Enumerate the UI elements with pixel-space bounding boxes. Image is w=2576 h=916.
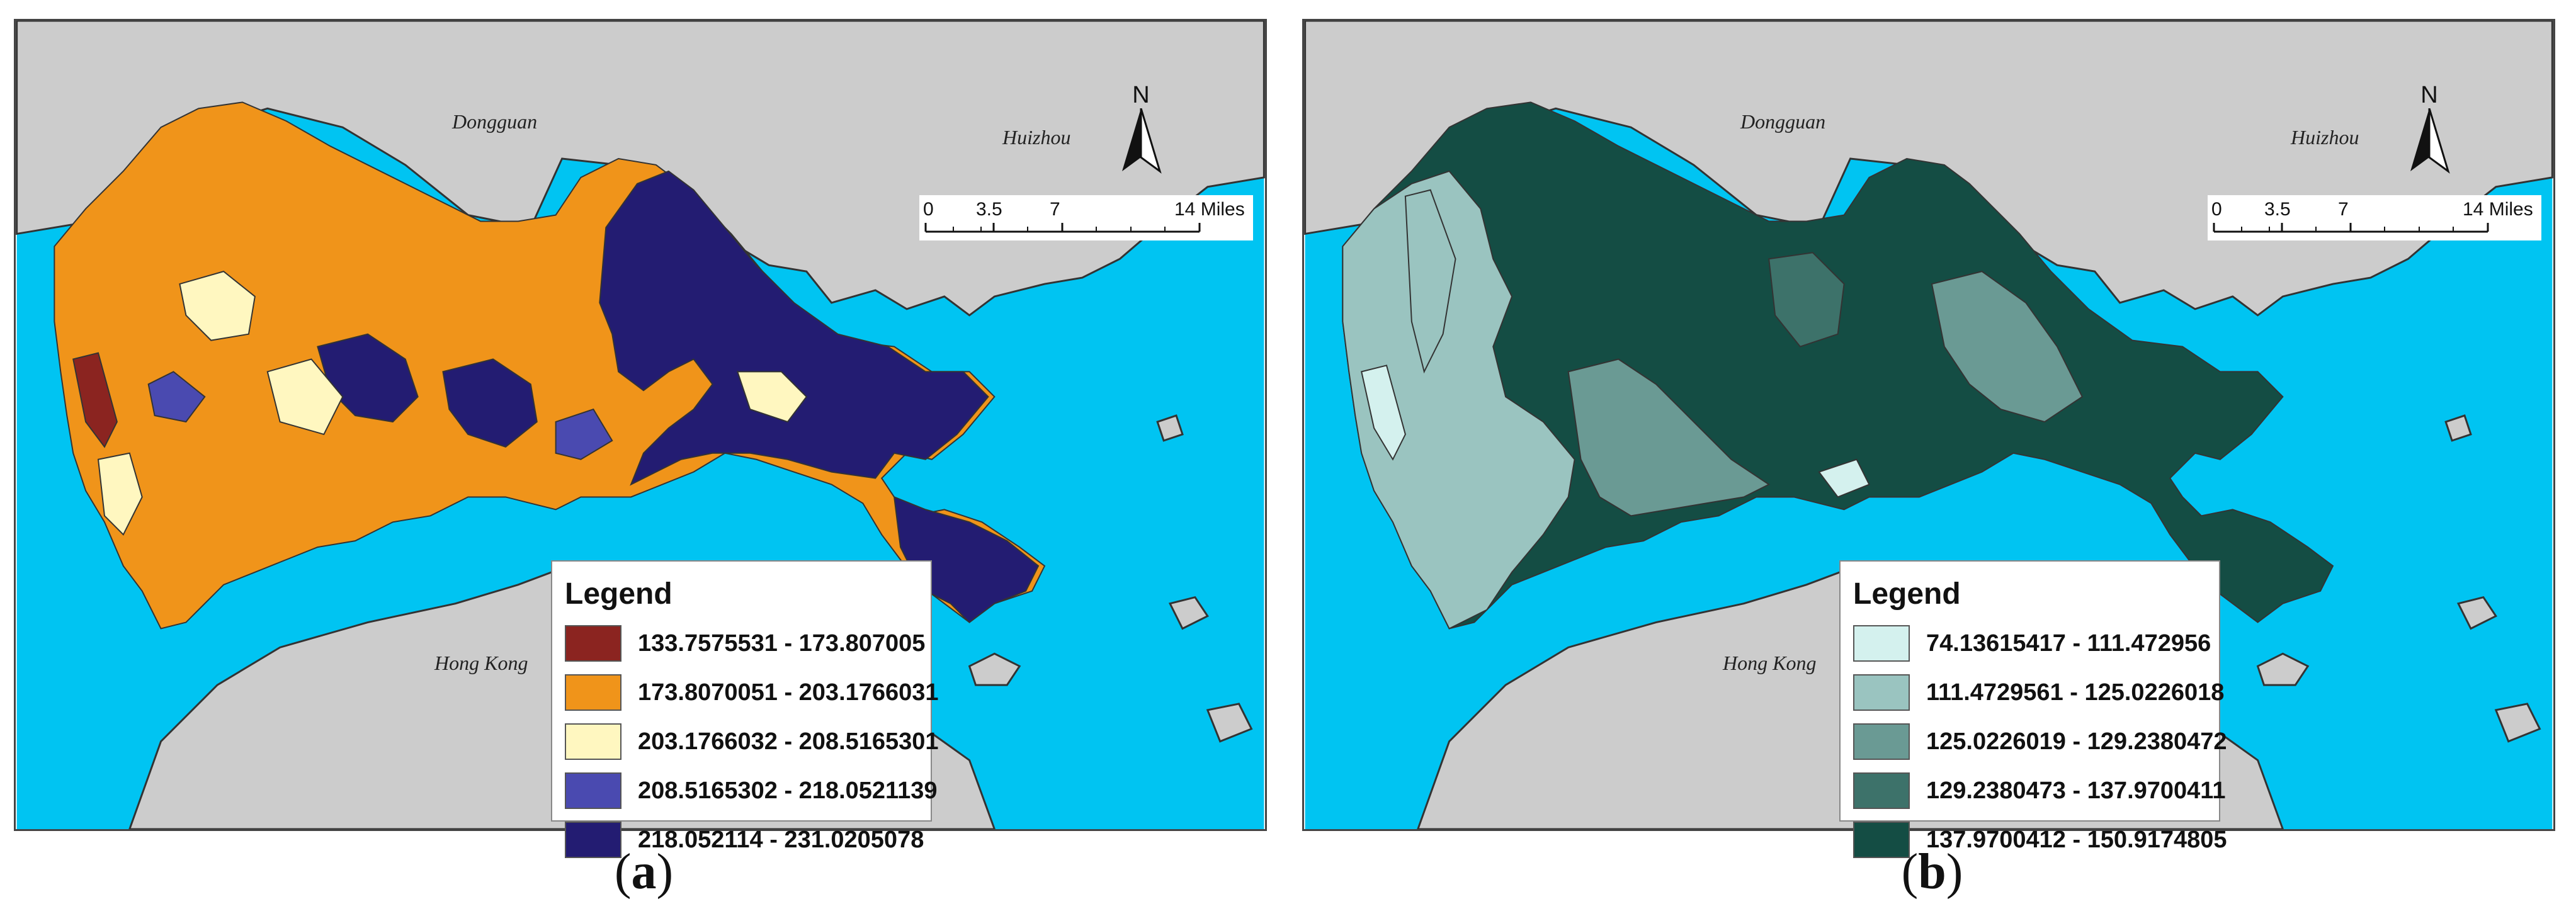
legend-label: 173.8070051 - 203.1766031 (638, 679, 939, 706)
legend-item: 111.4729561 - 125.0226018 (1853, 668, 2224, 717)
caption-letter: a (631, 844, 657, 900)
legend-label: 129.2380473 - 137.9700411 (1926, 777, 2226, 804)
north-arrow-icon (2410, 108, 2450, 174)
legend-item: 173.8070051 - 203.1766031 (565, 668, 939, 717)
scale-bar-ticks (924, 223, 1201, 233)
region-east-dark (599, 170, 989, 486)
region-coast (1361, 365, 1406, 461)
scale-bar-a: 0 3.5 7 14 Miles (919, 195, 1253, 240)
scale-label-3-5: 3.5 (2264, 199, 2291, 220)
legend-a: Legend 133.7575531 - 173.807005 173.80700… (551, 560, 939, 858)
legend-swatch (1853, 822, 1910, 858)
region-medium-blue-2 (555, 408, 613, 460)
north-arrow-a: N (1116, 82, 1166, 176)
region-urban-centre (1768, 252, 1845, 348)
legend-swatch (565, 772, 621, 809)
region-light-2 (266, 358, 344, 436)
legend-swatch (565, 674, 621, 711)
panel-b: Dongguan Huizhou Hong Kong N 0 3.5 7 14 … (1288, 0, 2576, 916)
legend-item: 203.1766032 - 208.5165301 (565, 717, 939, 766)
island (968, 652, 1021, 686)
scale-label-7: 7 (2338, 199, 2349, 220)
scale-bar-ticks (2213, 223, 2489, 233)
legend-title: Legend (1853, 577, 1961, 611)
island (2256, 652, 2310, 686)
region-base (1342, 101, 2334, 630)
scale-label-14-miles: 14 Miles (2463, 199, 2533, 220)
legend-label: 111.4729561 - 125.0226018 (1926, 679, 2225, 706)
scale-label-0: 0 (2211, 199, 2222, 220)
panel-a: Dongguan Huizhou Hong Kong N 0 3.5 7 14 … (14, 19, 1267, 900)
scale-label-14-miles: 14 Miles (1174, 199, 1245, 220)
scale-bar-b: 0 3.5 7 14 Miles (2208, 195, 2541, 240)
legend-label: 203.1766032 - 208.5165301 (638, 728, 939, 755)
region-light-3 (736, 371, 808, 423)
island (1168, 596, 1209, 630)
legend-swatch (565, 723, 621, 760)
place-label-huizhou: Huizhou (2291, 126, 2359, 149)
place-label-huizhou: Huizhou (1002, 126, 1071, 149)
scale-label-3-5: 3.5 (976, 199, 1002, 220)
legend-item: 137.9700412 - 150.9174805 (1853, 815, 2227, 864)
legend-swatch (1853, 772, 1910, 809)
legend-swatch (565, 822, 621, 858)
legend-label: 133.7575531 - 173.807005 (638, 630, 926, 657)
legend-item: 218.052114 - 231.0205078 (565, 815, 924, 864)
place-label-dongguan: Dongguan (1740, 110, 1826, 133)
legend-title: Legend (565, 577, 672, 611)
region-coast-2 (1818, 458, 1870, 498)
region-urban-strip (1404, 189, 1456, 374)
island (1206, 703, 1253, 743)
north-label: N (2420, 82, 2438, 108)
scale-label-0: 0 (923, 199, 934, 220)
legend-label: 137.9700412 - 150.9174805 (1926, 826, 2227, 853)
legend-label: 125.0226019 - 129.2380472 (1926, 728, 2227, 755)
legend-rows-b: 74.13615417 - 111.472956 111.4729561 - 12… (1853, 619, 2227, 864)
island (2444, 414, 2472, 442)
legend-item: 125.0226019 - 129.2380472 (1853, 717, 2227, 766)
scale-label-7: 7 (1050, 199, 1060, 220)
north-label: N (1132, 82, 1150, 108)
region-light (179, 271, 256, 341)
region-mid-dark-2 (442, 358, 538, 448)
region-light-4 (97, 452, 143, 536)
legend-label: 74.13615417 - 111.472956 (1926, 630, 2211, 657)
place-label-hong-kong: Hong Kong (1723, 652, 1817, 674)
region-west-urban (1342, 170, 1575, 630)
island (2456, 596, 2497, 630)
north-arrow-icon (1122, 108, 1162, 174)
caption-a: (a) (614, 844, 674, 900)
place-label-dongguan: Dongguan (452, 110, 538, 133)
region-deep (72, 352, 118, 448)
caption-b: (b) (1901, 844, 1963, 900)
legend-item: 208.5165302 - 218.0521139 (565, 766, 937, 815)
legend-swatch (565, 625, 621, 662)
legend-item: 74.13615417 - 111.472956 (1853, 619, 2211, 668)
legend-label: 208.5165302 - 218.0521139 (638, 777, 938, 804)
place-label-hong-kong: Hong Kong (434, 652, 528, 674)
legend-label: 218.052114 - 231.0205078 (638, 826, 924, 853)
north-arrow-b: N (2404, 82, 2454, 176)
legend-b: Legend 74.13615417 - 111.472956 111.47295… (1839, 560, 2227, 858)
caption-letter: b (1918, 844, 1946, 900)
island (1156, 414, 1184, 442)
region-urban-mid (1567, 358, 1771, 517)
island (2494, 703, 2541, 743)
legend-rows-a: 133.7575531 - 173.807005 173.8070051 - 20… (565, 619, 939, 864)
legend-swatch (1853, 723, 1910, 760)
region-medium-blue (147, 371, 206, 423)
legend-swatch (1853, 674, 1910, 711)
region-urban-east (1931, 271, 2084, 423)
legend-swatch (1853, 625, 1910, 662)
legend-item: 133.7575531 - 173.807005 (565, 619, 925, 668)
legend-item: 129.2380473 - 137.9700411 (1853, 766, 2225, 815)
